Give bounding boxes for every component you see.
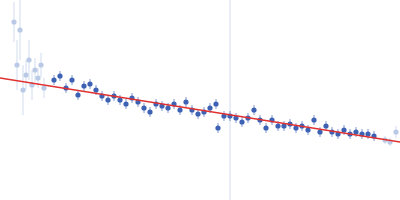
point bbox=[341, 127, 346, 132]
point bbox=[317, 129, 322, 134]
point bbox=[195, 111, 200, 116]
point bbox=[81, 83, 86, 88]
point bbox=[35, 75, 40, 80]
point bbox=[105, 97, 110, 102]
point bbox=[251, 107, 256, 112]
point bbox=[213, 101, 218, 106]
point bbox=[69, 77, 74, 82]
point bbox=[17, 27, 22, 32]
point bbox=[183, 99, 188, 104]
line bbox=[230, 0, 231, 200]
point bbox=[26, 57, 31, 62]
point bbox=[207, 105, 212, 110]
point bbox=[239, 119, 244, 124]
point bbox=[263, 125, 268, 130]
point bbox=[41, 85, 46, 90]
chart bbox=[0, 0, 400, 200]
point bbox=[177, 107, 182, 112]
point bbox=[353, 129, 358, 134]
point bbox=[123, 101, 128, 106]
point bbox=[32, 67, 37, 72]
point bbox=[11, 19, 16, 24]
point bbox=[141, 105, 146, 110]
point bbox=[57, 73, 62, 78]
point bbox=[14, 62, 19, 67]
point bbox=[165, 105, 170, 110]
point bbox=[147, 109, 152, 114]
point bbox=[23, 72, 28, 77]
plot-area bbox=[0, 0, 400, 200]
point bbox=[87, 81, 92, 86]
point bbox=[117, 97, 122, 102]
point bbox=[93, 87, 98, 92]
point bbox=[51, 77, 56, 82]
point bbox=[323, 123, 328, 128]
point bbox=[393, 129, 398, 134]
line bbox=[0, 78, 400, 142]
point bbox=[75, 92, 80, 97]
point bbox=[275, 123, 280, 128]
point bbox=[365, 131, 370, 136]
point bbox=[215, 125, 220, 130]
point bbox=[38, 62, 43, 67]
point bbox=[20, 87, 25, 92]
point bbox=[311, 117, 316, 122]
